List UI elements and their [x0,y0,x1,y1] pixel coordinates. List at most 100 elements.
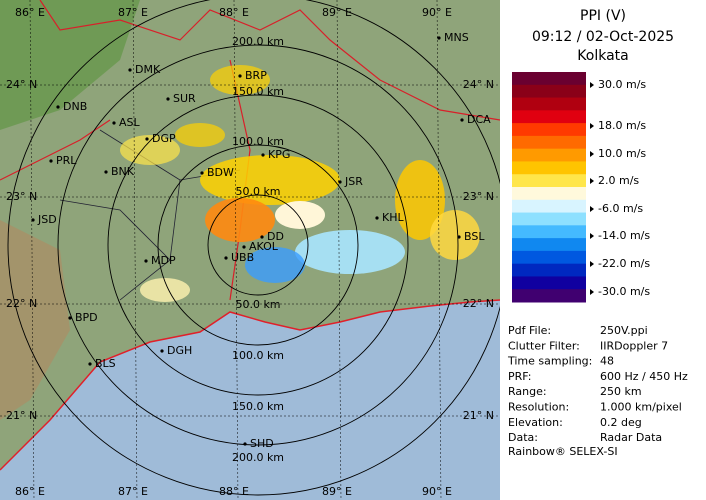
city-label: BSL [464,230,485,243]
color-swatch [512,187,586,201]
city-label: DGH [167,344,192,357]
meridian [233,0,239,500]
color-swatch [512,97,586,111]
city-label: SUR [173,92,196,105]
city-label: DCA [467,113,491,126]
range-ring [107,94,409,396]
city-dot [56,105,60,109]
city-label: KHL [382,211,404,224]
scale-label: -14.0 m/s [598,229,650,242]
city-label: MDP [151,254,176,267]
city-dot [200,171,204,175]
info-label: Range: [508,385,547,398]
scale-label: 30.0 m/s [598,78,646,91]
color-swatch [512,135,586,150]
city-dot [238,74,242,78]
echo [430,210,480,260]
city-label: MNS [444,31,469,44]
echo [395,160,445,240]
color-swatch [512,263,586,277]
land-shade [0,220,70,420]
color-swatch [512,161,586,175]
echo [275,201,325,229]
city-label: DMK [135,63,161,76]
scale-pointer [590,123,594,129]
ring-label: 200.0 km [232,451,284,464]
lon-label: 90° E [422,485,452,498]
color-swatch [512,148,586,162]
ring-label: 100.0 km [232,135,284,148]
color-swatch [512,238,586,252]
scale-label: -30.0 m/s [598,285,650,298]
info-label: Time sampling: [507,355,592,368]
echo [200,155,340,205]
scale-pointer [590,261,594,267]
city-label: JSD [37,213,57,226]
lat-label: 23° N [463,190,494,203]
city-label: BLS [95,357,116,370]
lon-label: 86° E [15,6,45,19]
city-dot [338,180,342,184]
info-label: Data: [508,431,538,444]
echo [175,123,225,147]
echo [205,198,275,242]
radar-map: 86° E 86° E 87° E 87° E 88° E 88° E 89° E 89° E… [0,0,509,500]
meridian [132,0,138,500]
ring-label: 200.0 km [232,35,284,48]
title: PPI (V) [580,8,626,24]
city-dot [260,235,264,239]
city-dot [104,170,108,174]
city-dot [243,442,247,446]
echo [120,135,180,165]
lon-label: 88° E [219,6,249,19]
city-label: DGP [152,132,176,145]
city-dot [166,97,170,101]
city-label: ASL [119,116,141,129]
city-dot [49,159,53,163]
range-ring [157,144,359,346]
info-value: 0.2 deg [600,416,642,429]
lon-label: 88° E [219,485,249,498]
echo [210,65,270,95]
echo [295,230,405,274]
color-swatch [512,84,586,99]
info-value: 600 Hz / 450 Hz [600,370,688,383]
info-value: IIRDoppler 7 [600,339,668,352]
color-swatch [512,276,586,290]
info-value: 250 km [600,385,642,398]
info-value: 48 [600,355,614,368]
color-swatch [512,123,586,137]
city-label: BRP [245,69,267,82]
city-dot [261,153,265,157]
site-name: Kolkata [577,48,628,64]
footer: Rainbow® SELEX-SI [508,445,618,458]
lat-label: 21° N [463,409,494,422]
ring-label: 50.0 km [235,298,280,311]
city-dot [375,216,379,220]
echo [245,247,305,283]
echo [140,278,190,302]
lat-label: 21° N [6,409,37,422]
lon-label: 89° E [322,485,352,498]
scale-pointer [590,151,594,157]
city-dot [31,218,35,222]
lat-label: 22° N [463,297,494,310]
color-swatch [512,225,586,239]
ring-label: 150.0 km [232,400,284,413]
land-shade [0,0,140,130]
scale-pointer [590,233,594,239]
meridian [336,0,342,500]
info-label: Pdf File: [508,324,551,337]
city-dot [457,235,461,239]
info-value: 250V.ppi [600,324,648,337]
sea [0,300,500,500]
city-label: UBB [231,251,254,264]
lat-label: 24° N [6,78,37,91]
lon-label: 90° E [422,6,452,19]
color-swatch [512,212,586,226]
city-dot [160,349,164,353]
meridian [436,0,442,500]
city-dot [242,245,246,249]
info-label: Clutter Filter: [508,339,580,352]
scale-label: 18.0 m/s [598,119,646,132]
